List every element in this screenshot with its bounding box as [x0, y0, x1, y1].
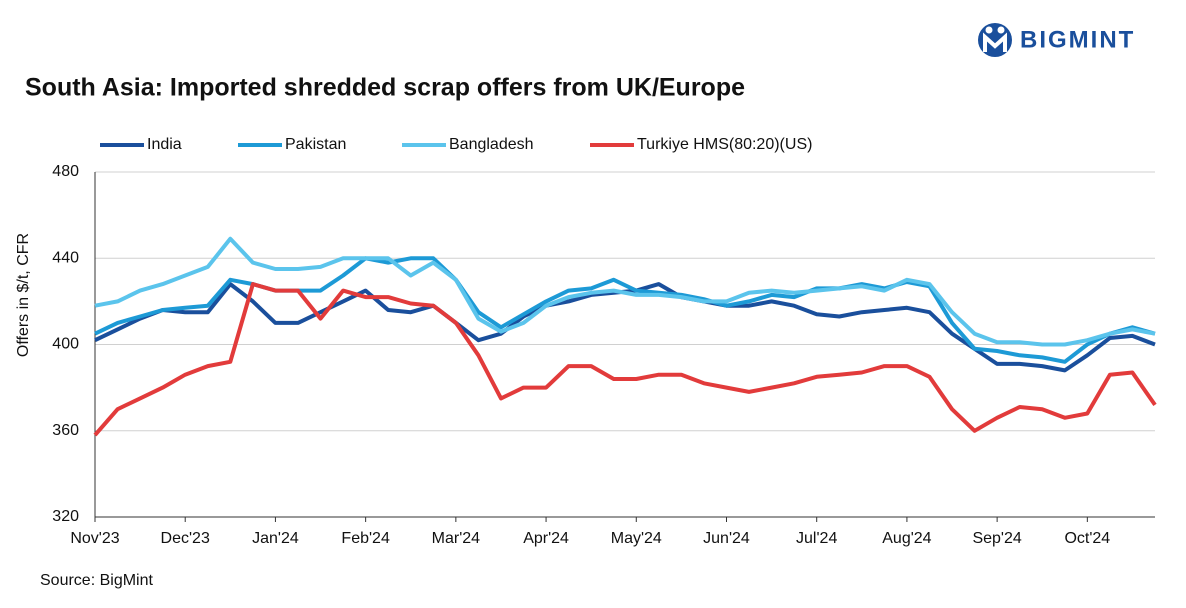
x-tick-label: Jun'24 — [703, 530, 750, 547]
x-tick-label: Feb'24 — [341, 530, 390, 547]
logo-icon — [983, 32, 1007, 52]
x-tick-label: Apr'24 — [523, 530, 569, 547]
x-tick-label: Dec'23 — [161, 530, 210, 547]
logo-icon — [997, 26, 1005, 34]
x-tick-label: Aug'24 — [882, 530, 931, 547]
y-tick-label: 400 — [52, 336, 79, 353]
x-tick-label: Nov'23 — [70, 530, 119, 547]
logo: BIGMINT — [978, 23, 1135, 57]
x-tick-label: Jul'24 — [796, 530, 837, 547]
line-series — [94, 282, 1156, 373]
x-tick-label: Jan'24 — [252, 530, 299, 547]
source: Source: BigMint — [40, 572, 153, 589]
x-tick-label: Oct'24 — [1064, 530, 1110, 547]
y-tick-label: 320 — [52, 508, 79, 525]
x-tick-label: Sep'24 — [972, 530, 1021, 547]
x-tick-label: Mar'24 — [432, 530, 481, 547]
legend-label: Pakistan — [285, 136, 346, 153]
legend-label: Turkiye HMS(80:20)(US) — [637, 136, 812, 153]
y-axis-label: Offers in $/t, CFR — [15, 233, 32, 357]
y-tick-label: 440 — [52, 249, 79, 266]
line-series — [94, 236, 1156, 347]
line-series — [94, 256, 1156, 364]
logo-icon — [985, 26, 993, 34]
logo-text: BIGMINT — [1020, 26, 1135, 53]
x-tick-label: May'24 — [611, 530, 662, 547]
y-tick-label: 480 — [52, 163, 79, 180]
y-tick-label: 360 — [52, 422, 79, 439]
line-series — [93, 282, 1157, 437]
legend-label: Bangladesh — [449, 136, 534, 153]
legend-label: India — [147, 136, 182, 153]
chart-title: South Asia: Imported shredded scrap offe… — [25, 74, 745, 102]
